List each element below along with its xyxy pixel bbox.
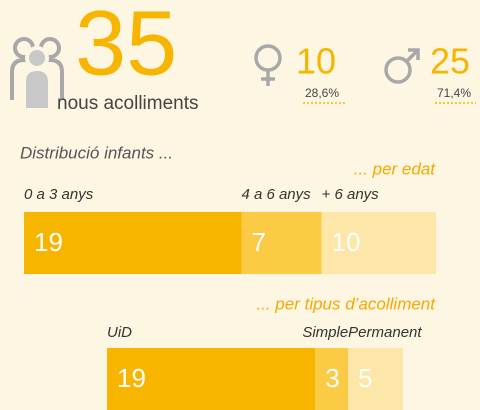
segment-value: 10 [332, 227, 361, 257]
people-icon [10, 37, 64, 108]
segment-label: + 6 anys [322, 186, 380, 203]
bar-segment [315, 348, 349, 410]
bar-segment [107, 348, 316, 410]
segment-value: 3 [325, 363, 339, 393]
bar-segment [241, 212, 322, 274]
segment-label: Simple [302, 324, 348, 341]
segment-value: 7 [251, 227, 265, 257]
bar-segment [348, 348, 403, 410]
male-icon [384, 48, 420, 84]
segment-label: UiD [107, 324, 132, 341]
segment-label: Permanent [348, 324, 422, 341]
female-icon [254, 44, 282, 86]
group-title: ... per tipus d’acolliment [256, 294, 436, 313]
segment-label: 4 a 6 anys [241, 186, 311, 203]
male-share: 71,4% [437, 86, 471, 100]
male-count: 25 [430, 41, 470, 82]
bar-segment [24, 212, 242, 274]
segment-value: 5 [358, 363, 372, 393]
section-title: Distribució infants ... [20, 143, 173, 162]
total-label: nous acolliments [57, 93, 199, 114]
female-share: 28,6% [305, 86, 339, 100]
female-count: 10 [296, 41, 336, 82]
total: 35 [75, 0, 177, 94]
segment-label: 0 a 3 anys [24, 186, 94, 203]
segment-value: 19 [117, 363, 146, 393]
group-title: ... per edat [354, 159, 437, 178]
bar-segment [321, 212, 436, 274]
segment-value: 19 [34, 227, 63, 257]
